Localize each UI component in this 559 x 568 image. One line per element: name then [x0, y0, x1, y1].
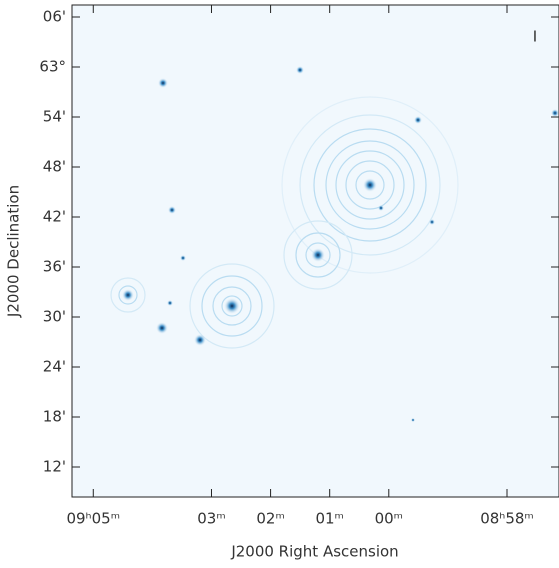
ripples — [110, 96, 459, 349]
y-tick-label: 12' — [43, 458, 66, 476]
x-tick-label: 09ʰ05ᵐ — [66, 510, 120, 528]
y-tick-label: 06' — [43, 8, 66, 26]
plot-frame — [71, 4, 559, 498]
sources — [122, 66, 559, 422]
y-tick-label: 18' — [43, 408, 66, 426]
x-tick-label: 00ᵐ — [375, 510, 403, 528]
y-tick-label: 42' — [43, 208, 66, 226]
x-tick-label: 01ᵐ — [315, 510, 343, 528]
x-tick-label: 08ʰ58ᵐ — [480, 510, 534, 528]
y-tick-label: 24' — [43, 358, 66, 376]
x-axis-label: J2000 Right Ascension — [230, 543, 398, 561]
x-tick-label: 02ᵐ — [256, 510, 284, 528]
y-tick-label: 54' — [43, 108, 66, 126]
y-axis-label: J2000 Declination — [5, 185, 23, 318]
y-tick-label: 48' — [43, 158, 66, 176]
y-tick-label: 63° — [39, 58, 66, 76]
stokes-label: I — [533, 28, 537, 46]
y-tick-label: 30' — [43, 308, 66, 326]
y-tick-label: 36' — [43, 258, 66, 276]
x-tick-label: 03ᵐ — [197, 510, 225, 528]
